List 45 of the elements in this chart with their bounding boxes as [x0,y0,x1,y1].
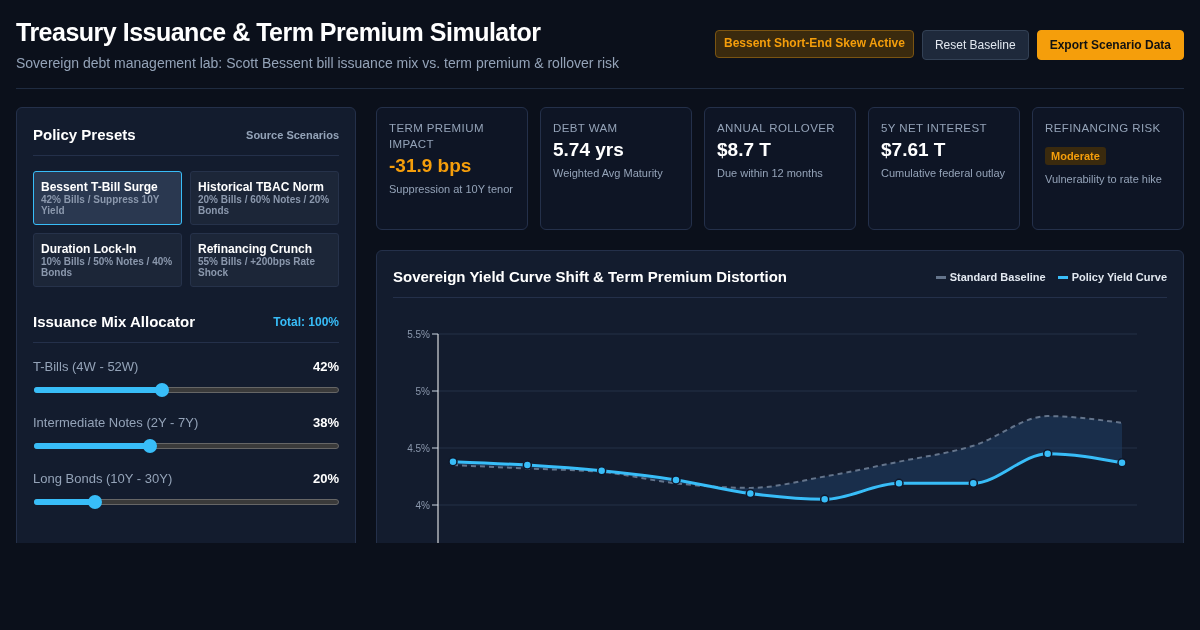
legend-label: Standard Baseline [949,271,1046,283]
text: Refinancing Crunch [198,242,313,256]
legend-label: Policy Yield Curve [1071,271,1167,283]
text: Total: 100% [273,315,339,329]
text: 20% Bills / 60% Notes / 20% Bonds [198,194,331,216]
text: Bessent Short-End Skew Active [714,30,914,58]
y-tick-label: 5% [415,385,431,397]
text: TERM PREMIUM IMPACT [389,121,485,152]
text: Issuance Mix Allocator [33,313,195,330]
text: 5Y NET INTEREST [881,121,988,136]
text: ANNUAL ROLLOVER [717,121,837,136]
y-tick-label: 4.5% [407,442,431,454]
text: REFINANCING RISK [1045,121,1162,136]
text: 5.74 yrs [553,139,625,161]
y-tick-label: 4% [415,499,431,511]
text: Weighted Avg Maturity [553,166,664,181]
text: Suppression at 10Y tenor [389,182,514,197]
text: Reset Baseline [921,30,1029,60]
text: -31.9 bps [389,155,473,177]
text: 10% Bills / 50% Notes / 40% Bonds [41,256,174,278]
text: Vulnerability to rate hike [1045,172,1163,187]
text: Due within 12 months [717,166,824,181]
data-label: 42% [312,359,339,374]
text: Bessent T-Bill Surge [41,180,159,194]
data-label: 38% [312,415,339,430]
chart-title: Sovereign Yield Curve Shift & Term Premium Distortion [393,268,787,285]
category-label: T-Bills (4W - 52W) [33,359,139,374]
text: 42% Bills / Suppress 10Y Yield [41,194,161,216]
data-label: 20% [312,471,339,486]
category-label: Long Bonds (10Y - 30Y) [33,471,173,486]
source-note: Source Scenarios [246,129,339,141]
text: Historical TBAC Norm [198,180,326,194]
text: Moderate [1045,147,1106,165]
y-tick-label: 5.5% [407,328,431,340]
text: Policy Presets [33,126,136,143]
text: Sovereign debt management lab: Scott Bessent bill issuance mix vs. term premium & rollover risk [16,55,620,71]
category-label: Intermediate Notes (2Y - 7Y) [33,415,199,430]
text: DEBT WAM [553,121,619,136]
text: Treasury Issuance & Term Premium Simulator [16,18,541,47]
text: Export Scenario Data [1036,30,1184,60]
text: Duration Lock-In [41,242,138,256]
text: Cumulative federal outlay [881,166,1007,181]
text: 55% Bills / +200bps Rate Shock [198,256,316,278]
text: $7.61 T [881,139,947,161]
text: $8.7 T [717,139,772,161]
